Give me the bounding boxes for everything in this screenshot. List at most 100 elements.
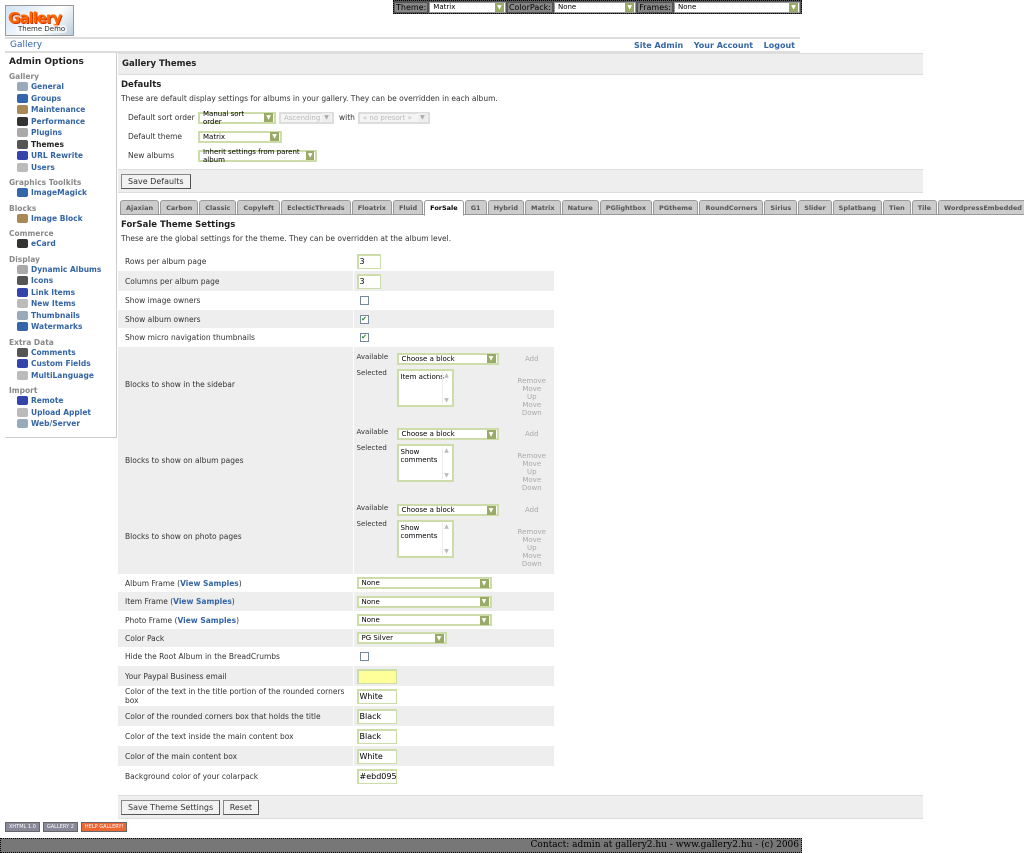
sidebar-item-themes[interactable]: Themes bbox=[9, 139, 112, 151]
sidebar-item-dynamic-albums[interactable]: Dynamic Albums bbox=[9, 264, 112, 276]
sidebar-item-groups[interactable]: Groups bbox=[9, 93, 112, 105]
move-up-button[interactable]: Move Up bbox=[522, 460, 542, 476]
tab-sirius[interactable]: Sirius bbox=[764, 200, 798, 215]
remove-button[interactable]: Remove bbox=[517, 528, 546, 536]
item-frame-view-samples-link[interactable]: View Samples bbox=[173, 597, 232, 606]
paypal-email-input[interactable] bbox=[356, 668, 397, 684]
tab-pgtheme[interactable]: PGtheme bbox=[653, 200, 699, 215]
sidebar-item-maintenance[interactable]: Maintenance bbox=[9, 104, 112, 116]
tab-eclecticthreads[interactable]: EclecticThreads bbox=[281, 200, 351, 215]
photo-frame-select[interactable]: None ▼ bbox=[356, 614, 492, 626]
tab-fluid[interactable]: Fluid bbox=[392, 200, 424, 215]
available-block-select-2[interactable]: Choose a block ▼ bbox=[396, 504, 499, 516]
sidebar-item-label[interactable]: Performance bbox=[31, 116, 86, 126]
colorpack-bg-color-input[interactable]: #ebd095 bbox=[356, 768, 397, 784]
save-theme-settings-button[interactable]: Save Theme Settings bbox=[121, 800, 221, 815]
tab-tile[interactable]: Tile bbox=[911, 200, 938, 215]
sidebar-item-url-rewrite[interactable]: URL Rewrite bbox=[9, 150, 112, 162]
selected-block-item[interactable]: Show comments bbox=[400, 524, 438, 540]
sidebar-item-icons[interactable]: Icons bbox=[9, 275, 112, 287]
tab-wordpressembedded[interactable]: WordpressEmbedded bbox=[938, 200, 1024, 215]
logout-link[interactable]: Logout bbox=[763, 40, 795, 50]
sidebar-item-label[interactable]: Icons bbox=[31, 276, 54, 286]
breadcrumb-gallery[interactable]: Gallery bbox=[10, 40, 43, 50]
selected-block-item[interactable]: Item actions bbox=[400, 372, 444, 381]
sidebar-item-label[interactable]: Thumbnails bbox=[31, 310, 80, 320]
tab-carbon[interactable]: Carbon bbox=[160, 200, 199, 215]
sidebar-item-label[interactable]: URL Rewrite bbox=[31, 151, 83, 161]
show-album-owners-checkbox[interactable]: ✔ bbox=[359, 314, 369, 324]
sidebar-item-link-items[interactable]: Link Items bbox=[9, 287, 112, 299]
sidebar-item-label[interactable]: Maintenance bbox=[31, 105, 86, 115]
sidebar-item-label[interactable]: MultiLanguage bbox=[31, 370, 94, 380]
list-scrollbar[interactable]: ▲ ▼ bbox=[441, 523, 451, 555]
micro-nav-checkbox[interactable]: ✔ bbox=[359, 333, 369, 342]
sidebar-item-label[interactable]: Comments bbox=[31, 347, 76, 357]
colorpack-select[interactable]: None ▼ bbox=[553, 1, 637, 13]
presort-select[interactable]: « no presort » ▼ bbox=[357, 111, 430, 124]
content-text-color-input[interactable]: Black bbox=[356, 728, 397, 744]
sidebar-item-label[interactable]: Groups bbox=[31, 93, 62, 103]
sidebar-item-label[interactable]: Plugins bbox=[31, 128, 63, 138]
sort-direction-select[interactable]: Ascending ▼ bbox=[279, 111, 334, 124]
remove-button[interactable]: Remove bbox=[517, 452, 546, 460]
selected-blocks-list-0[interactable]: Item actions ▲ ▼ bbox=[396, 368, 454, 407]
selected-block-item[interactable]: Show comments bbox=[400, 448, 438, 464]
sidebar-item-custom-fields[interactable]: Custom Fields bbox=[9, 358, 112, 370]
columns-per-page-input[interactable]: 3 bbox=[356, 273, 381, 289]
title-box-color-input[interactable]: Black bbox=[356, 708, 397, 724]
sidebar-item-new-items[interactable]: New Items bbox=[9, 298, 112, 310]
frames-select[interactable]: None ▼ bbox=[674, 1, 800, 13]
sidebar-item-label[interactable]: Watermarks bbox=[31, 322, 83, 332]
reset-button[interactable]: Reset bbox=[222, 800, 260, 815]
sidebar-item-plugins[interactable]: Plugins bbox=[9, 127, 112, 139]
sidebar-item-general[interactable]: General bbox=[9, 81, 112, 93]
sort-order-select[interactable]: Manual sort order ▼ bbox=[198, 110, 276, 126]
theme-select[interactable]: Matrix ▼ bbox=[429, 1, 506, 13]
tab-ajaxian[interactable]: Ajaxian bbox=[120, 200, 160, 215]
sidebar-item-multilanguage[interactable]: MultiLanguage bbox=[9, 370, 112, 382]
sidebar-item-label[interactable]: Users bbox=[31, 162, 55, 172]
available-block-select-0[interactable]: Choose a block ▼ bbox=[396, 352, 499, 365]
color-pack-select[interactable]: PG Silver ▼ bbox=[356, 632, 447, 644]
add-button[interactable]: Add bbox=[524, 430, 539, 438]
remove-button[interactable]: Remove bbox=[517, 376, 546, 385]
add-button[interactable]: Add bbox=[524, 506, 539, 514]
available-block-select-1[interactable]: Choose a block ▼ bbox=[396, 428, 499, 440]
list-scrollbar[interactable]: ▲ ▼ bbox=[441, 371, 451, 404]
tab-copyleft[interactable]: Copyleft bbox=[237, 200, 281, 215]
sidebar-item-users[interactable]: Users bbox=[9, 162, 112, 174]
sidebar-item-label[interactable]: Image Block bbox=[31, 213, 83, 223]
move-up-button[interactable]: Move Up bbox=[522, 384, 542, 401]
selected-blocks-list-2[interactable]: Show comments ▲ ▼ bbox=[396, 520, 454, 558]
sidebar-item-label[interactable]: Link Items bbox=[31, 287, 76, 297]
sidebar-item-label[interactable]: Dynamic Albums bbox=[31, 264, 102, 274]
photo-frame-view-samples-link[interactable]: View Samples bbox=[177, 615, 237, 625]
sidebar-item-imagemagick[interactable]: ImageMagick bbox=[9, 187, 112, 199]
tab-roundcorners[interactable]: RoundCorners bbox=[699, 200, 764, 215]
hide-root-checkbox[interactable] bbox=[359, 652, 369, 661]
sidebar-item-label[interactable]: eCard bbox=[31, 239, 56, 249]
tab-matrix[interactable]: Matrix bbox=[524, 200, 561, 215]
new-albums-select[interactable]: Inherit settings from parent album ▼ bbox=[198, 148, 317, 164]
help-gallery-badge[interactable]: HELP GALLERY! bbox=[80, 822, 128, 832]
sidebar-item-upload-applet[interactable]: Upload Applet bbox=[9, 407, 112, 419]
item-frame-select[interactable]: None ▼ bbox=[356, 595, 492, 608]
sidebar-item-web-server[interactable]: Web/Server bbox=[9, 418, 112, 430]
tab-g1[interactable]: G1 bbox=[464, 200, 487, 215]
album-frame-select[interactable]: None ▼ bbox=[356, 577, 492, 589]
sidebar-item-label[interactable]: Remote bbox=[31, 396, 64, 406]
xhtml-badge[interactable]: XHTML 1.0 bbox=[5, 822, 40, 832]
default-theme-select[interactable]: Matrix ▼ bbox=[198, 130, 282, 143]
content-box-color-input[interactable]: White bbox=[356, 748, 397, 764]
tab-slider[interactable]: Slider bbox=[798, 200, 832, 215]
sidebar-item-performance[interactable]: Performance bbox=[9, 116, 112, 128]
tab-classic[interactable]: Classic bbox=[199, 200, 237, 215]
gallery-logo[interactable]: Gallery Theme Demo bbox=[5, 5, 74, 36]
gallery-badge[interactable]: GALLERY 2 bbox=[42, 822, 78, 832]
tab-splatbang[interactable]: Splatbang bbox=[832, 200, 883, 215]
add-button[interactable]: Add bbox=[524, 354, 539, 363]
sidebar-item-comments[interactable]: Comments bbox=[9, 347, 112, 359]
tab-nature[interactable]: Nature bbox=[561, 200, 599, 215]
move-up-button[interactable]: Move Up bbox=[522, 536, 542, 552]
